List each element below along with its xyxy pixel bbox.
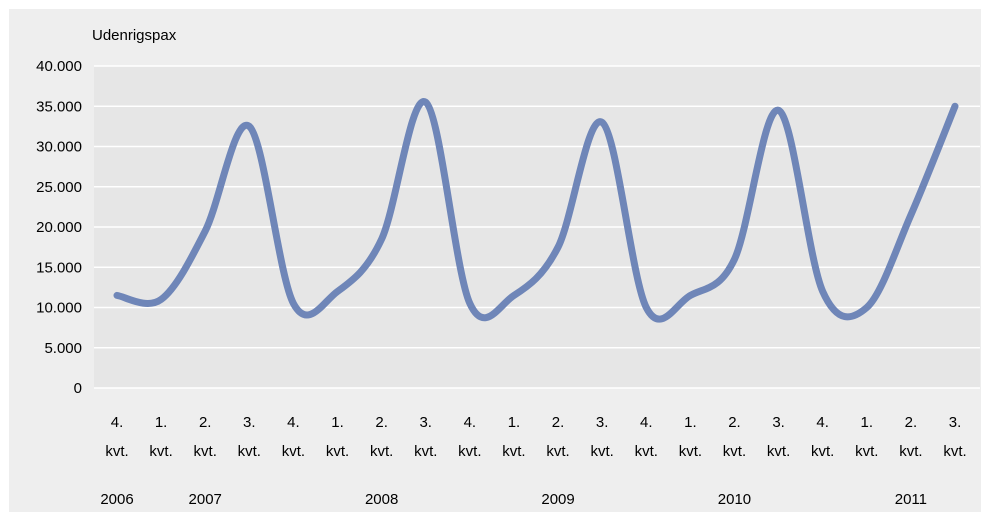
y-tick-label: 0 [74,380,82,397]
x-tick-label: 2. [199,414,212,431]
x-tick-label: kvt. [679,443,702,460]
x-tick-label: kvt. [635,443,658,460]
x-tick-label: kvt. [767,443,790,460]
y-tick-label: 40.000 [36,58,82,75]
x-tick-label: 4. [640,414,653,431]
x-tick-label: kvt. [105,443,128,460]
y-tick-label: 25.000 [36,179,82,196]
year-label: 2006 [100,491,133,508]
x-tick-label: 1. [331,414,344,431]
x-tick-label: 3. [419,414,432,431]
x-tick-label: kvt. [326,443,349,460]
x-tick-label: kvt. [370,443,393,460]
x-tick-label: 3. [949,414,962,431]
x-tick-label: kvt. [414,443,437,460]
x-tick-label: 4. [111,414,124,431]
x-tick-label: kvt. [811,443,834,460]
x-tick-label: kvt. [590,443,613,460]
x-tick-label: kvt. [458,443,481,460]
y-tick-label: 5.000 [44,340,82,357]
x-tick-label: kvt. [194,443,217,460]
year-labels: 2006 2007 2008 2009 2010 2011 [100,491,927,508]
y-axis-label: Udenrigspax [92,27,177,44]
x-tick-label: 4. [464,414,477,431]
x-tick-label: 2. [905,414,918,431]
x-tick-label: kvt. [546,443,569,460]
x-tick-labels: 4. kvt. 1. kvt. 2. kvt. 3. kvt. 4. kvt. 1. kvt. 2. kv… [105,414,966,460]
x-tick-label: kvt. [282,443,305,460]
y-tick-label: 20.000 [36,219,82,236]
y-tick-label: 30.000 [36,139,82,156]
x-tick-label: kvt. [899,443,922,460]
year-label: 2008 [365,491,398,508]
x-tick-label: 2. [552,414,565,431]
x-tick-label: 4. [287,414,300,431]
x-tick-label: kvt. [502,443,525,460]
x-tick-label: 3. [243,414,256,431]
year-label: 2010 [718,491,751,508]
x-tick-label: kvt. [855,443,878,460]
x-tick-label: kvt. [723,443,746,460]
x-tick-label: 4. [816,414,829,431]
y-tick-label: 35.000 [36,98,82,115]
y-tick-label: 15.000 [36,259,82,276]
x-tick-label: 2. [375,414,388,431]
x-tick-label: 1. [684,414,697,431]
x-tick-label: kvt. [149,443,172,460]
x-tick-label: kvt. [943,443,966,460]
x-tick-label: 1. [861,414,874,431]
x-tick-label: kvt. [238,443,261,460]
y-tick-label: 10.000 [36,300,82,317]
grid-lines [94,65,980,389]
year-label: 2007 [189,491,222,508]
x-tick-label: 3. [772,414,785,431]
x-tick-label: 1. [508,414,521,431]
year-label: 2009 [541,491,574,508]
y-tick-labels: 0 5.000 10.000 15.000 20.000 25.000 30.000 35.0… [36,58,82,397]
x-tick-label: 2. [728,414,741,431]
x-tick-label: 3. [596,414,609,431]
year-label: 2011 [895,491,927,508]
x-tick-label: 1. [155,414,168,431]
series-line [113,98,959,323]
